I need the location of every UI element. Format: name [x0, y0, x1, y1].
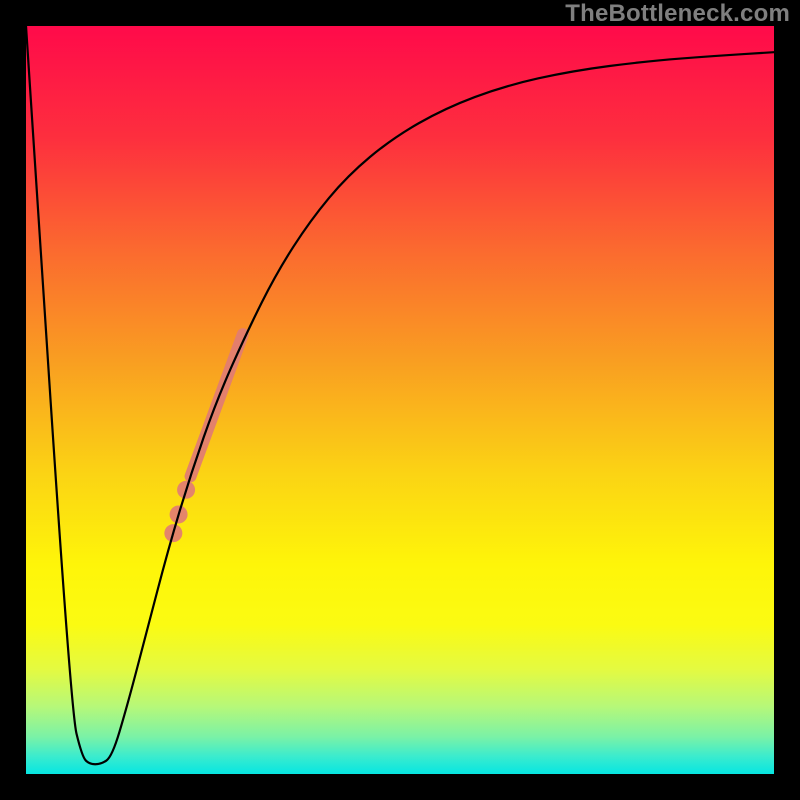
watermark-label: TheBottleneck.com	[565, 0, 790, 28]
chart-stage: TheBottleneck.com	[0, 0, 800, 800]
bottleneck-curve-chart	[0, 0, 800, 800]
